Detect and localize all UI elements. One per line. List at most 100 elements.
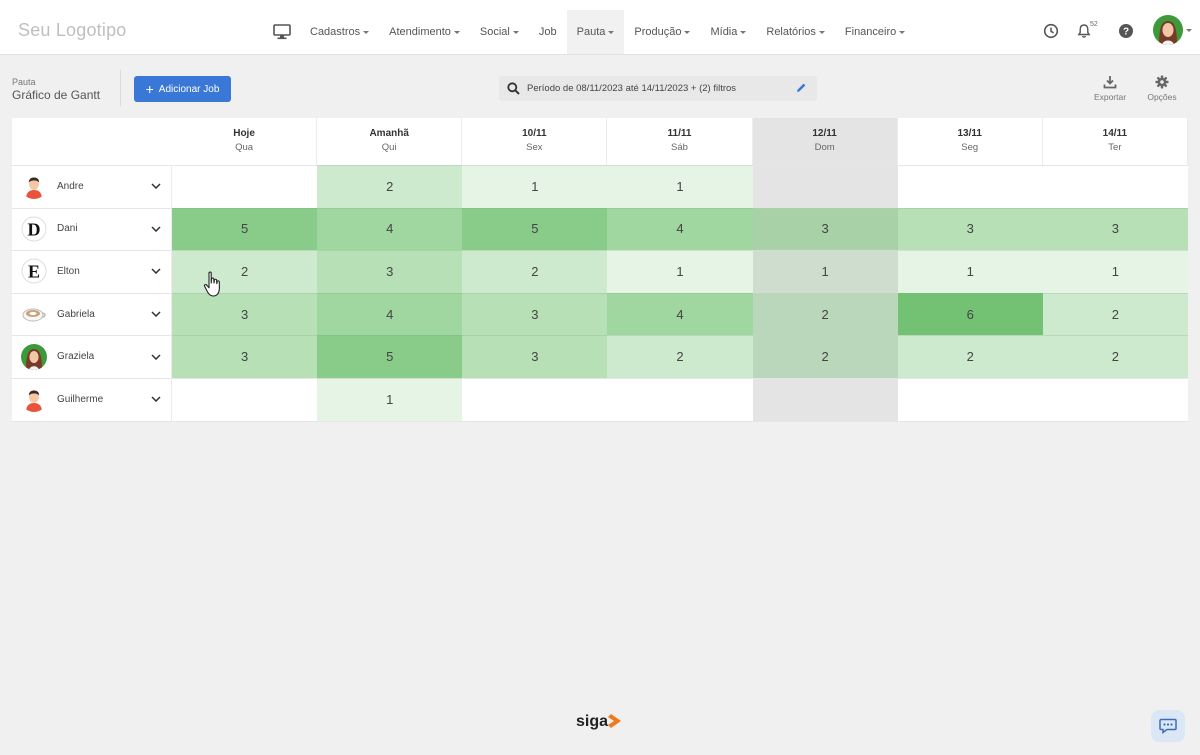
export-label: Exportar [1093,92,1127,102]
person-name: Dani [57,223,78,235]
hand-cursor-icon [203,271,220,297]
day-date: 11/11 [667,128,692,139]
person-row-header[interactable]: E Elton [12,250,172,293]
person-row-header[interactable]: Gabriela [12,292,172,336]
gantt-cell[interactable]: 4 [607,292,753,336]
clock-icon[interactable] [1043,23,1059,39]
bell-icon[interactable] [1076,23,1092,39]
options-button[interactable]: Opções [1140,75,1184,102]
person-row-header[interactable]: Graziela [12,335,172,378]
help-icon[interactable]: ? [1118,23,1134,39]
gantt-cell[interactable]: 3 [462,335,608,378]
svg-text:?: ? [1123,27,1129,38]
day-date: 10/11 [522,128,547,139]
menu-item-label: Financeiro [844,26,897,38]
gantt-cell[interactable]: 2 [752,292,898,336]
gantt-cell[interactable]: 3 [172,335,318,378]
gantt-cell[interactable]: 1 [752,250,898,293]
gantt-cell[interactable]: 1 [607,250,753,293]
gantt-cell[interactable]: 2 [1042,292,1188,336]
gantt-cell[interactable]: 4 [607,207,753,251]
menu-item-7[interactable]: Relatórios [756,10,835,54]
gantt-cell[interactable]: 2 [317,165,463,208]
user-avatar[interactable] [1153,15,1183,45]
day-weekday: Dom [814,142,835,153]
search-icon [507,82,520,95]
person-row-header[interactable]: D Dani [12,207,172,251]
caret-down-icon [684,30,691,34]
person-row-header[interactable]: Guilherme [12,378,172,421]
notification-count: 52 [1090,21,1098,28]
day-date: Amanhã [369,128,409,139]
gantt-cell[interactable]: 1 [897,250,1043,293]
row-divider [12,420,1188,422]
gantt-cell[interactable]: 3 [462,292,608,336]
menu-item-label: Atendimento [389,26,451,38]
chevron-down-icon[interactable] [151,354,161,360]
svg-text:E: E [28,262,40,282]
gantt-cell[interactable]: 1 [462,165,608,208]
divider [120,70,121,106]
gantt-cell[interactable]: 1 [1042,250,1188,293]
monitor-icon[interactable] [273,24,291,40]
logo[interactable]: Seu Logotipo [18,20,127,40]
chevron-down-icon[interactable] [151,311,161,318]
export-button[interactable]: Exportar [1088,75,1132,102]
gantt-cell[interactable]: 3 [172,292,318,336]
add-job-button[interactable]: + Adicionar Job [134,76,231,102]
menu-item-5[interactable]: Produção [624,10,700,54]
gantt-cell[interactable]: 3 [1042,207,1188,251]
menu-item-2[interactable]: Social [470,10,529,54]
menu-item-8[interactable]: Financeiro [835,10,915,54]
gantt-cell[interactable]: 5 [317,335,463,378]
gantt-cell[interactable]: 3 [897,207,1043,251]
download-icon [1103,76,1117,89]
day-weekday: Qui [381,142,397,153]
pencil-icon[interactable] [795,82,807,94]
gantt-cell[interactable]: 2 [897,335,1043,378]
gantt-grid: Hoje Qua Amanhã Qui 10/11 Sex 11/11 Sáb 12/11 Dom… [12,118,1188,422]
gantt-cell[interactable]: 3 [317,250,463,293]
day-date: 14/11 [1102,128,1128,139]
breadcrumb: Pauta [12,77,36,87]
chevron-down-icon[interactable] [151,183,161,190]
menu-item-0[interactable]: Cadastros [300,10,379,54]
person-row-header[interactable]: Andre [12,165,172,208]
chevron-down-icon[interactable] [151,396,161,403]
gantt-cell[interactable]: 6 [897,292,1043,336]
gantt-cell[interactable]: 4 [317,292,463,336]
chat-button[interactable] [1151,710,1185,742]
person-name: Graziela [57,351,95,363]
day-date: 13/11 [957,128,982,139]
person-name: Guilherme [57,393,104,405]
gantt-cell[interactable]: 5 [462,207,608,251]
main-menu: Cadastros Atendimento Social Job Pauta Produç… [300,10,915,54]
gantt-cell[interactable]: 2 [752,335,898,378]
row-divider [12,292,1188,294]
day-weekday: Seg [961,142,979,153]
gantt-cell[interactable]: 2 [1042,335,1188,378]
menu-item-4[interactable]: Pauta [566,10,625,54]
menu-item-6[interactable]: Mídia [700,10,756,54]
gantt-cell[interactable]: 1 [607,165,753,208]
chevron-down-icon[interactable] [151,226,161,232]
man-avatar [21,173,47,200]
chevron-down-icon[interactable] [1186,29,1192,32]
gantt-cell[interactable]: 2 [462,250,608,293]
gantt-cell[interactable]: 2 [607,335,753,378]
gantt-cell[interactable]: 5 [172,207,318,251]
gantt-cell[interactable]: 4 [317,207,463,251]
gantt-cell[interactable]: 3 [752,207,898,251]
day-header: 10/11 Sex [462,118,608,165]
menu-item-1[interactable]: Atendimento [379,10,470,54]
options-label: Opções [1147,92,1177,102]
weekend-column [752,118,898,421]
gantt-cell[interactable]: 2 [172,250,318,293]
menu-item-3[interactable]: Job [529,10,567,54]
period-filter[interactable]: Período de 08/11/2023 até 14/11/2023 + (… [499,76,817,101]
day-header: 14/11 Ter [1043,118,1188,165]
menu-item-label: Pauta [576,26,606,38]
day-weekday: Sáb [671,142,688,153]
chevron-down-icon[interactable] [151,268,161,275]
gantt-cell[interactable]: 1 [317,378,463,421]
